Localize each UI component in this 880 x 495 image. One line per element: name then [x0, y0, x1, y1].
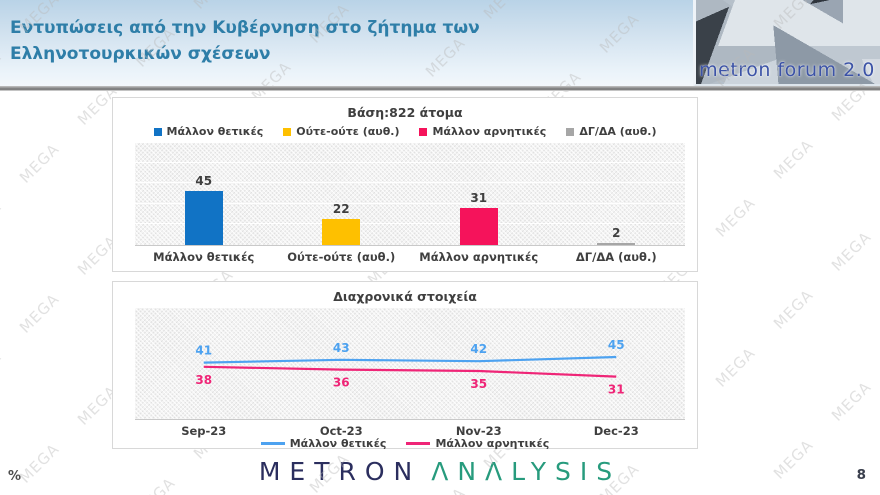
legend-item: Μάλλον αρνητικές: [419, 125, 546, 138]
legend-swatch: [566, 127, 575, 136]
gridline: [135, 223, 685, 225]
forum-logo-text: metron forum 2.0: [699, 59, 875, 81]
line-series: [203, 355, 617, 364]
bar-chart-plot: 45 22 31 2: [135, 143, 685, 246]
legend-line-swatch: [260, 442, 285, 445]
brand-word-analysis: ΛNΛLYSIS: [431, 457, 622, 486]
legend-item: Μάλλον αρνητικές: [406, 437, 549, 450]
gridline: [135, 202, 685, 204]
line-chart-legend: Μάλλον θετικές Μάλλον αρνητικές: [113, 437, 697, 450]
watermark-text: MEGA: [770, 435, 817, 483]
line-value-label: 45: [608, 338, 625, 352]
category-label: Ούτε-ούτε (αυθ.): [287, 250, 396, 264]
line-value-label: 43: [333, 341, 350, 355]
page-title: Εντυπώσεις από την Κυβέρνηση στο ζήτημα …: [10, 18, 480, 64]
percent-label: %: [8, 469, 22, 484]
line-series: [203, 365, 617, 378]
watermark-text: MEGA: [712, 193, 759, 241]
legend-swatch: [419, 127, 428, 136]
bar: [184, 191, 223, 245]
bar: [459, 207, 498, 245]
watermark-text: MEGA: [712, 343, 759, 391]
x-axis-label: Dec-23: [593, 424, 639, 438]
metron-analysis-logo: METRON ΛNΛLYSIS: [259, 457, 621, 486]
bar-value-label: 45: [195, 174, 213, 189]
bar-chart-category-labels: Μάλλον θετικές Ούτε-ούτε (αυθ.) Μάλλον αρν…: [135, 250, 685, 264]
bar: [597, 242, 636, 245]
legend-line-swatch: [406, 442, 431, 445]
watermark-text: MEGA: [0, 347, 5, 395]
legend-label: Μάλλον θετικές: [166, 125, 264, 138]
line-value-label: 36: [333, 376, 350, 390]
header-divider: [0, 86, 880, 91]
watermark-text: MEGA: [0, 197, 5, 245]
category-label: ΔΓ/ΔΑ (αυθ.): [575, 250, 657, 264]
legend-label: Μάλλον θετικές: [289, 437, 387, 450]
legend-label: ΔΓ/ΔΑ (αυθ.): [579, 125, 657, 138]
bar-chart-legend: Μάλλον θετικές Ούτε-ούτε (αυθ.) Μάλλον αρν…: [113, 125, 697, 138]
legend-item: Ούτε-ούτε (αυθ.): [283, 125, 399, 138]
line-value-label: 41: [195, 344, 212, 358]
gridline: [135, 182, 685, 184]
legend-label: Μάλλον αρνητικές: [432, 125, 547, 138]
legend-item: ΔΓ/ΔΑ (αυθ.): [566, 125, 656, 138]
bar-value-label: 2: [612, 225, 621, 240]
bar: [322, 218, 361, 245]
legend-item: Μάλλον θετικές: [153, 125, 264, 138]
line-chart-x-labels: Sep-23 Oct-23 Nov-23 Dec-23: [135, 424, 685, 438]
bar-value-label: 22: [332, 201, 350, 216]
x-axis-label: Sep-23: [181, 424, 227, 438]
legend-swatch: [283, 127, 292, 136]
bar-chart-title: Βάση:822 άτομα: [347, 105, 463, 120]
watermark-text: MEGA: [828, 227, 875, 275]
watermark-text: MEGA: [132, 474, 179, 495]
legend-label: Μάλλον αρνητικές: [435, 437, 550, 450]
gridline: [135, 161, 685, 163]
line-chart-plot: 41 43 42 45 38 36 35 31: [135, 308, 685, 420]
legend-swatch: [153, 127, 162, 136]
slide-header: Εντυπώσεις από την Κυβέρνηση στο ζήτημα …: [0, 0, 880, 87]
watermark-text: MEGA: [16, 139, 63, 187]
category-label: Μάλλον αρνητικές: [419, 250, 539, 264]
page-number: 8: [856, 467, 866, 483]
watermark-text: MEGA: [16, 439, 63, 487]
brand-word-metron: METRON: [258, 457, 422, 486]
legend-item: Μάλλον θετικές: [260, 437, 387, 450]
watermark-text: MEGA: [16, 289, 63, 337]
category-label: Μάλλον θετικές: [153, 250, 255, 264]
legend-label: Ούτε-ούτε (αυθ.): [296, 125, 400, 138]
line-chart-title: Διαχρονικά στοιχεία: [333, 289, 477, 304]
watermark-text: MEGA: [828, 377, 875, 425]
metron-forum-logo: metron forum 2.0: [693, 0, 880, 87]
watermark-text: MEGA: [770, 285, 817, 333]
watermark-text: MEGA: [770, 135, 817, 183]
bar-chart-panel: Βάση:822 άτομα Μάλλον θετικές Ούτε-ούτε (…: [112, 97, 698, 272]
line-chart-panel: Διαχρονικά στοιχεία 41 43 42 45 38 36 35 31 Sep…: [112, 281, 698, 450]
line-chart-svg: 41 43 42 45 38 36 35 31: [195, 338, 625, 397]
line-value-label: 31: [608, 383, 625, 397]
x-axis-label: Oct-23: [319, 424, 363, 438]
line-value-label: 42: [470, 342, 487, 356]
x-axis-label: Nov-23: [455, 424, 502, 438]
bar-value-label: 31: [470, 190, 488, 205]
line-value-label: 35: [470, 377, 487, 391]
line-value-label: 38: [195, 373, 212, 387]
